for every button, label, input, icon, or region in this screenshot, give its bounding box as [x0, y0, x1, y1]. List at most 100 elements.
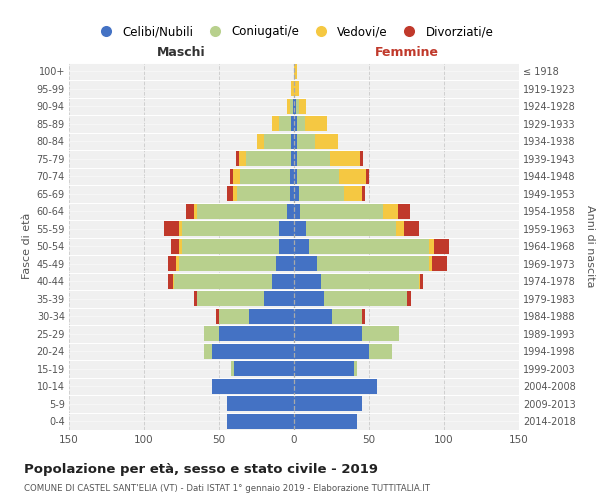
Bar [271, 116, 294, 131]
Bar [294, 186, 343, 201]
Bar [204, 344, 294, 358]
Bar [294, 344, 392, 358]
Bar [294, 134, 337, 148]
Bar [204, 326, 294, 341]
Bar [294, 186, 361, 201]
Bar [219, 326, 294, 341]
Bar [264, 292, 294, 306]
Bar [163, 222, 294, 236]
Bar [237, 186, 294, 201]
Bar [294, 239, 433, 254]
Bar [294, 379, 377, 394]
Text: Popolazione per età, sesso e stato civile - 2019: Popolazione per età, sesso e stato civil… [24, 462, 378, 475]
Bar [294, 414, 357, 428]
Bar [193, 204, 294, 218]
Bar [279, 222, 294, 236]
Bar [227, 396, 294, 411]
Bar [294, 239, 449, 254]
Bar [179, 239, 294, 254]
Bar [294, 292, 407, 306]
Bar [294, 99, 299, 114]
Bar [294, 326, 361, 341]
Bar [179, 256, 294, 271]
Bar [294, 396, 361, 411]
Bar [193, 292, 294, 306]
Bar [204, 344, 294, 358]
Bar [227, 414, 294, 428]
Bar [294, 152, 360, 166]
Bar [171, 239, 294, 254]
Y-axis label: Anni di nascita: Anni di nascita [586, 205, 595, 288]
Bar [179, 222, 294, 236]
Text: Maschi: Maschi [157, 46, 206, 59]
Bar [294, 239, 429, 254]
Bar [294, 396, 361, 411]
Bar [294, 326, 399, 341]
Bar [291, 152, 294, 166]
Bar [294, 64, 297, 78]
Bar [291, 82, 294, 96]
Bar [294, 82, 299, 96]
Bar [294, 274, 419, 288]
Bar [294, 362, 357, 376]
Bar [294, 362, 357, 376]
Bar [212, 379, 294, 394]
Bar [291, 82, 294, 96]
Bar [294, 222, 396, 236]
Bar [227, 414, 294, 428]
Bar [227, 396, 294, 411]
Bar [294, 186, 299, 201]
Bar [231, 362, 294, 376]
Bar [227, 414, 294, 428]
Bar [233, 186, 294, 201]
Bar [287, 99, 294, 114]
Bar [294, 292, 411, 306]
Bar [294, 326, 399, 341]
Bar [240, 169, 294, 184]
Bar [204, 344, 294, 358]
Bar [212, 379, 294, 394]
Bar [294, 274, 423, 288]
Bar [227, 186, 294, 201]
Bar [294, 256, 429, 271]
Bar [294, 169, 339, 184]
Bar [173, 274, 294, 288]
Bar [294, 82, 299, 96]
Bar [249, 309, 294, 324]
Bar [294, 379, 377, 394]
Bar [294, 152, 330, 166]
Bar [294, 292, 324, 306]
Bar [294, 309, 361, 324]
Bar [257, 134, 294, 148]
Bar [294, 274, 420, 288]
Bar [294, 222, 306, 236]
Bar [294, 152, 363, 166]
Bar [294, 274, 321, 288]
Bar [294, 222, 419, 236]
Bar [294, 396, 361, 411]
Bar [294, 309, 361, 324]
Bar [294, 256, 317, 271]
Bar [294, 222, 404, 236]
Bar [235, 152, 294, 166]
Bar [294, 309, 331, 324]
Bar [294, 169, 369, 184]
Bar [287, 99, 294, 114]
Bar [227, 396, 294, 411]
Bar [294, 64, 297, 78]
Bar [294, 134, 337, 148]
Bar [294, 116, 327, 131]
Bar [287, 204, 294, 218]
Bar [294, 204, 398, 218]
Bar [294, 99, 306, 114]
Bar [294, 362, 357, 376]
Bar [204, 326, 294, 341]
Bar [212, 379, 294, 394]
Bar [174, 274, 294, 288]
Bar [219, 309, 294, 324]
Bar [294, 99, 306, 114]
Bar [197, 292, 294, 306]
Bar [231, 362, 294, 376]
Legend: Celibi/Nubili, Coniugati/e, Vedovi/e, Divorziati/e: Celibi/Nubili, Coniugati/e, Vedovi/e, Di… [90, 20, 498, 43]
Bar [257, 134, 294, 148]
